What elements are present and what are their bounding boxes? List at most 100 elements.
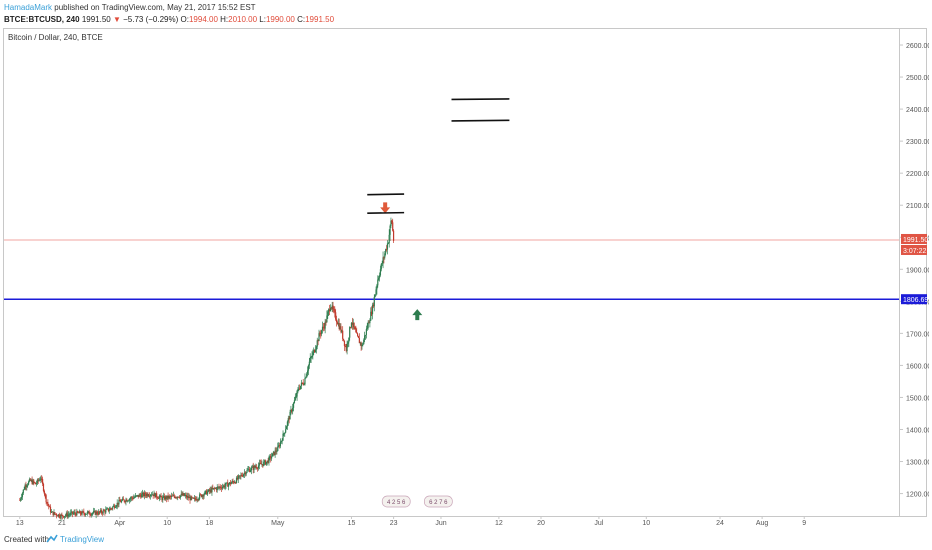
candle-body: [145, 494, 147, 496]
candle-body: [185, 495, 187, 496]
candle-body: [142, 492, 144, 495]
candle-body: [228, 484, 230, 487]
candle-body: [99, 511, 101, 513]
candle-body: [256, 468, 259, 469]
candle-body: [44, 493, 46, 496]
time-tick-label: Jul: [594, 520, 603, 527]
candle-body: [307, 365, 310, 371]
candle-body: [88, 511, 90, 515]
candle-body: [105, 509, 107, 513]
candle-body: [252, 466, 254, 470]
candle-body: [158, 496, 160, 499]
candle-body: [69, 514, 71, 516]
price-tick-label: 2400.00: [906, 107, 929, 114]
drawings[interactable]: [367, 98, 510, 321]
author-link[interactable]: HamadaMark: [4, 3, 53, 12]
candle-body: [45, 495, 47, 503]
price-tick-label: 2500.00: [906, 75, 929, 82]
candle-body: [127, 500, 129, 502]
candle-body: [214, 488, 217, 489]
candle-body: [216, 486, 218, 490]
candle-body: [352, 322, 354, 325]
candle-body: [79, 511, 81, 514]
candle-body: [269, 456, 271, 458]
candle-body: [324, 321, 326, 329]
candle-body: [385, 249, 388, 251]
candle-body: [39, 479, 41, 481]
candle-body: [62, 515, 64, 517]
candle-body: [237, 476, 239, 480]
candle-body: [142, 492, 145, 497]
candle-body: [91, 513, 93, 516]
candle-body: [200, 494, 203, 497]
candle-body: [42, 479, 44, 484]
candle-body: [385, 249, 387, 254]
time-tick-label: 10: [163, 520, 171, 527]
candle-body: [267, 460, 269, 463]
candle-body: [169, 496, 171, 497]
candle-body: [241, 475, 243, 476]
candle-body: [318, 333, 320, 342]
candle-body: [48, 504, 50, 507]
candle-body: [379, 269, 382, 276]
symbol-info: BTCE:BTCUSD, 240 1991.50 ▼ −5.73 (−0.29%…: [4, 15, 334, 24]
chart-header: HamadaMark published on TradingView.com,…: [0, 0, 932, 28]
open-label: O:: [180, 15, 189, 24]
candle-body: [380, 263, 382, 270]
candle-body: [299, 385, 302, 389]
candle-body: [235, 482, 237, 484]
candle-body: [375, 289, 377, 295]
candle-body: [286, 421, 289, 427]
candle-body: [384, 253, 386, 258]
candle-body: [327, 312, 329, 316]
candle-body: [362, 344, 364, 346]
time-tick-label: 10: [642, 520, 650, 527]
candle-body: [331, 305, 333, 309]
candle-body: [332, 305, 334, 310]
candle-body: [202, 495, 204, 497]
candle-body: [371, 311, 373, 315]
candle-body: [372, 304, 375, 307]
candle-body: [326, 315, 328, 323]
candle-body: [264, 460, 266, 462]
candle-body: [196, 499, 198, 501]
candle-body: [120, 500, 123, 503]
candle-body: [338, 323, 340, 330]
candle-body: [89, 514, 91, 516]
candle-body: [20, 497, 23, 499]
candle-body: [316, 340, 318, 347]
candle-body: [232, 481, 234, 482]
candle-body: [306, 373, 308, 378]
price-chart[interactable]: Bitcoin / Dollar, 240, BTCE 1200.00 1300.…: [3, 28, 931, 528]
candle-body: [365, 328, 367, 335]
tradingview-brand[interactable]: TradingView: [60, 535, 105, 544]
candle-body: [38, 479, 40, 481]
candle-body: [119, 500, 121, 502]
price-levels: [4, 239, 899, 300]
candle-body: [281, 440, 283, 442]
candle-body: [317, 340, 319, 342]
candle-body: [153, 493, 155, 497]
candle-body: [56, 515, 59, 517]
candle-body: [174, 496, 176, 498]
event-badges[interactable]: 4 2 5 6 6 2 7 6: [381, 495, 453, 508]
candle-body: [183, 493, 185, 496]
drawn-line: [367, 211, 405, 215]
candle-body: [97, 513, 99, 515]
candle-body: [163, 495, 165, 498]
price-axis[interactable]: 1200.00 1300.00 1400.00 1500.00 1600.00 1700.…: [899, 43, 931, 499]
candle-body: [144, 492, 146, 495]
time-axis[interactable]: 13 21 Apr 10 18 May 15 23 Jun 12 20 Jul 10 24 Aug 9: [16, 516, 806, 527]
candle-body: [131, 497, 133, 499]
candle-body: [99, 510, 102, 513]
candle-body: [125, 499, 127, 502]
candle-body: [56, 514, 58, 516]
candle-body: [363, 339, 365, 345]
candle-body: [390, 220, 392, 226]
candle-body: [122, 498, 124, 500]
candle-body: [242, 474, 245, 477]
chart-area[interactable]: Bitcoin / Dollar, 240, BTCE 1200.00 1300.…: [3, 28, 931, 528]
candle-body: [392, 222, 394, 231]
candle-body: [305, 377, 307, 379]
candle-body: [213, 487, 215, 489]
